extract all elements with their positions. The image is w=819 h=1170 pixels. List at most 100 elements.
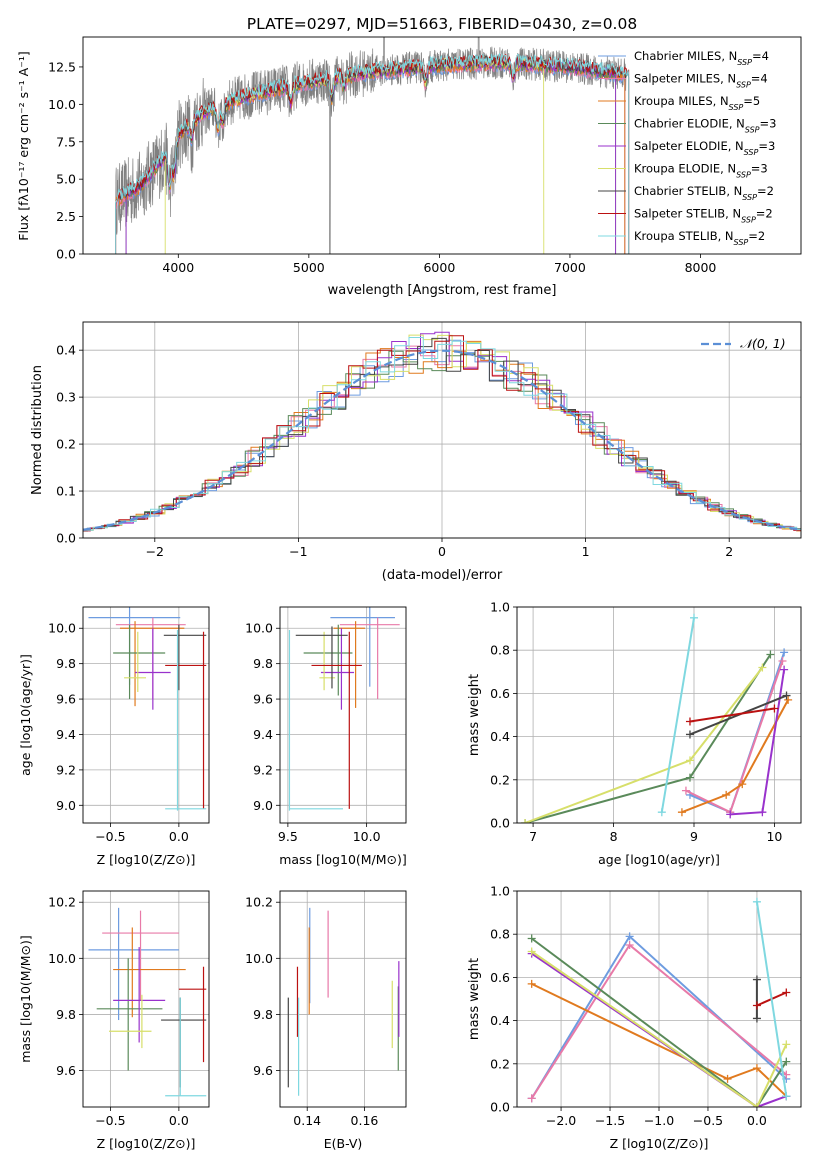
spectrum-xtick-label: 5000 <box>293 260 325 275</box>
mass-ebv-xlabel: E(B-V) <box>324 1136 363 1151</box>
weight-age-xlabel: age [log10(age/yr)] <box>598 852 720 867</box>
weight-age-marker-salpeter-elodie <box>780 665 789 674</box>
weight-age-marker-kroupa-stelib <box>689 613 698 622</box>
weight-age-marker-kroupa-miles <box>738 780 747 789</box>
spectrum-panel: 4000 5000 6000 7000 8000 0.0 2.5 5.0 7.5 10.0 12.5… <box>16 36 802 298</box>
age-z-xtick-label: 0.0 <box>169 829 189 844</box>
spectrum-legend: Chabrier MILES, NSSP=4 Salpeter MILES, NS… <box>598 49 776 247</box>
age-mass-ytick-label: 9.8 <box>253 656 273 671</box>
mass-z-grid <box>83 891 209 1107</box>
weight-z-plot-area <box>527 897 791 1107</box>
mass-ebv-panel: 0.14 0.16 9.6 9.8 10.0 10.2 E(B-V) <box>245 890 407 1151</box>
weight-age-axes: 7 8 9 10 0.0 0.2 0.4 0.6 0.8 1.0 age [log10(age/yr… <box>467 600 802 867</box>
residuals-xtick-label: 2 <box>725 544 733 559</box>
age-z-ytick-label: 9.8 <box>56 656 76 671</box>
residuals-ylabel: Normed distribution <box>30 365 45 495</box>
mass-z-xtick-label: 0.0 <box>169 1113 189 1128</box>
legend-label: Salpeter STELIB, NSSP=2 <box>634 207 773 225</box>
age-mass-xtick-label: 9.5 <box>278 829 298 844</box>
weight-age-ytick-label: 0.0 <box>490 816 510 831</box>
residuals-xtick-label: −2 <box>146 544 164 559</box>
residuals-ytick-label: 0.4 <box>56 343 76 358</box>
weight-z-marker-salpeter-miles <box>625 941 634 949</box>
weight-z-frame <box>516 890 802 1108</box>
residuals-frame <box>82 321 802 539</box>
residuals-hist-chabrier-elodie <box>83 350 801 532</box>
age-mass-frame <box>279 606 407 824</box>
weight-z-marker-chabrier-elodie <box>782 1057 791 1066</box>
weight-age-panel: 7 8 9 10 0.0 0.2 0.4 0.6 0.8 1.0 age [log10(age/yr… <box>467 600 802 867</box>
spectrum-model-kroupa-stelib <box>115 53 630 254</box>
spectrum-ytick-label: 2.5 <box>56 209 76 224</box>
weight-z-ytick-label: 0.2 <box>490 1056 510 1071</box>
spectrum-ytick-label: 0.0 <box>56 247 76 262</box>
weight-z-marker-kroupa-elodie <box>752 1103 761 1107</box>
residuals-panel: −2 −1 0 1 2 0.0 0.1 0.2 0.3 0.4 (data-model)/error… <box>30 321 802 583</box>
age-z-ytick-label: 9.2 <box>56 762 76 777</box>
spectrum-xtick-label: 6000 <box>423 260 455 275</box>
weight-z-marker-kroupa-elodie <box>527 947 536 956</box>
age-mass-panel: 9.5 10.0 9.0 9.2 9.4 9.6 9.8 10.0 mass [log10(M/… <box>245 606 407 867</box>
age-mass-ytick-label: 10.0 <box>245 621 273 636</box>
weight-age-marker-salpeter-stelib <box>770 704 779 713</box>
age-z-xlabel: Z [log10(Z/Z⊙)] <box>97 852 196 867</box>
residuals-grid <box>83 322 801 539</box>
spectrum-xtick-label: 8000 <box>685 260 717 275</box>
residuals-hist-kroupa-stelib <box>83 337 801 531</box>
weight-z-ytick-label: 0.8 <box>490 927 510 942</box>
age-mass-grid <box>280 607 406 823</box>
age-mass-plot-area <box>288 607 400 811</box>
residuals-axes: −2 −1 0 1 2 0.0 0.1 0.2 0.3 0.4 (data-model)/error… <box>30 321 802 583</box>
spectrum-axes: 4000 5000 6000 7000 8000 0.0 2.5 5.0 7.5 10.0 12.5… <box>16 36 802 298</box>
residuals-ytick-label: 0.0 <box>56 531 76 546</box>
mass-z-ytick-label: 10.2 <box>48 895 76 910</box>
mass-z-frame <box>82 890 210 1108</box>
legend-label: Salpeter MILES, NSSP=4 <box>634 72 768 90</box>
age-z-grid <box>83 607 209 823</box>
weight-age-marker-kroupa-miles <box>677 808 686 817</box>
weight-age-marker-chabrier-stelib <box>685 730 694 739</box>
mass-z-xtick-label: −0.5 <box>95 1113 125 1128</box>
weight-age-marker-kroupa-elodie <box>521 819 530 823</box>
age-mass-ytick-label: 9.4 <box>253 727 273 742</box>
mass-ebv-xtick-label: 0.16 <box>351 1113 379 1128</box>
mass-ebv-ytick-label: 10.0 <box>245 951 273 966</box>
weight-z-marker-salpeter-stelib <box>782 988 791 997</box>
weight-age-line-chabrier-elodie <box>524 653 772 823</box>
mass-z-axes: −0.5 0.0 9.6 9.8 10.0 10.2 Z [log10(Z/Z⊙)] mass… <box>18 890 210 1151</box>
residuals-legend-label: 𝒩(0, 1) <box>740 336 786 351</box>
weight-z-marker-chabrier-miles <box>625 932 634 941</box>
age-z-ytick-label: 9.6 <box>56 692 76 707</box>
weight-age-line-kroupa-miles <box>681 699 789 814</box>
spectrum-ytick-label: 5.0 <box>56 172 76 187</box>
spectrum-xlabel: wavelength [Angstrom, rest frame] <box>328 283 557 298</box>
age-mass-axes: 9.5 10.0 9.0 9.2 9.4 9.6 9.8 10.0 mass [log10(M/… <box>245 606 407 867</box>
mass-ebv-plot-area <box>287 907 400 1096</box>
legend-label: Kroupa MILES, NSSP=5 <box>634 94 760 112</box>
legend-label: Salpeter ELODIE, NSSP=3 <box>634 139 775 157</box>
age-z-panel: −0.5 0.0 9.0 9.2 9.4 9.6 9.8 10.0 Z [log10(Z/Z⊙)… <box>18 606 210 867</box>
weight-age-marker-chabrier-stelib <box>782 691 791 700</box>
weight-age-marker-salpeter-elodie <box>726 810 735 819</box>
weight-age-ytick-label: 0.4 <box>490 729 510 744</box>
weight-age-grid <box>517 606 801 824</box>
weight-z-line-kroupa-stelib <box>755 901 788 1097</box>
weight-age-ytick-label: 1.0 <box>490 600 510 615</box>
weight-z-marker-kroupa-stelib <box>752 897 761 906</box>
weight-z-marker-chabrier-stelib <box>752 1014 761 1023</box>
weight-z-ytick-label: 1.0 <box>490 884 510 899</box>
spectrum-model-kroupa-elodie <box>164 55 545 254</box>
weight-z-grid <box>517 890 801 1108</box>
residuals-xtick-label: 1 <box>582 544 590 559</box>
mass-z-ytick-label: 10.0 <box>48 951 76 966</box>
weight-z-xtick-label: −0.5 <box>693 1113 723 1128</box>
age-z-ytick-label: 10.0 <box>48 621 76 636</box>
residuals-ytick-label: 0.2 <box>56 437 76 452</box>
mass-ebv-xtick-label: 0.14 <box>293 1113 321 1128</box>
age-z-xtick-label: −0.5 <box>95 829 125 844</box>
age-z-frame <box>82 606 210 824</box>
weight-z-xtick-label: −2.0 <box>546 1113 576 1128</box>
weight-age-ytick-label: 0.2 <box>490 772 510 787</box>
weight-z-xtick-label: −1.0 <box>644 1113 674 1128</box>
